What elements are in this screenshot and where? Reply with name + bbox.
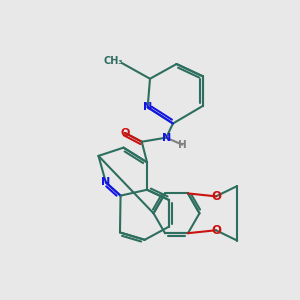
Text: N: N	[162, 133, 171, 142]
Text: N: N	[143, 102, 152, 112]
Text: O: O	[211, 190, 221, 203]
Text: O: O	[120, 128, 130, 138]
Text: H: H	[178, 140, 187, 150]
Text: O: O	[211, 224, 221, 237]
Text: N: N	[101, 177, 110, 188]
Text: CH₃: CH₃	[104, 56, 124, 66]
